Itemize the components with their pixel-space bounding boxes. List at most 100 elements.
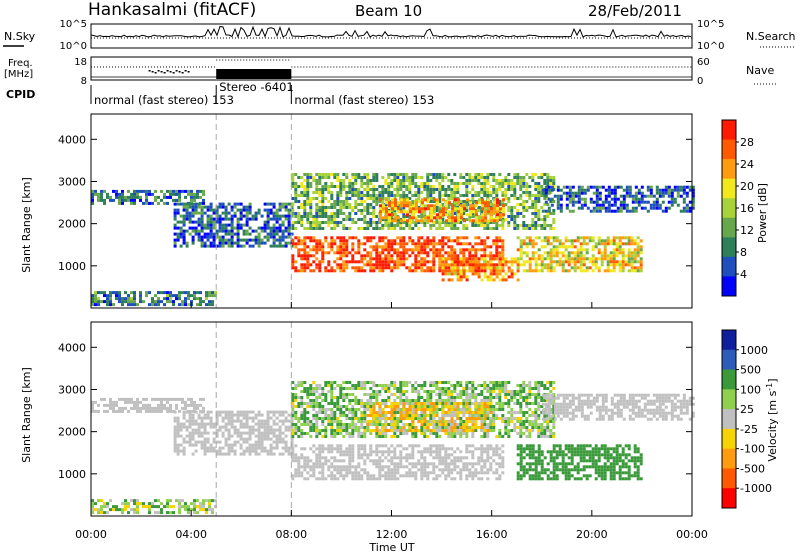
- echo-cell: [363, 236, 367, 240]
- echo-cell: [513, 206, 517, 209]
- echo-cell: [547, 206, 551, 210]
- echo-cell: [257, 235, 261, 239]
- echo-cell: [297, 215, 301, 218]
- echo-cell: [408, 474, 412, 478]
- echo-cell: [495, 251, 499, 255]
- echo-cell: [272, 419, 276, 423]
- echo-cell: [630, 260, 634, 264]
- echo-cell: [415, 198, 418, 202]
- echo-cell: [480, 191, 484, 194]
- echo-cell: [390, 444, 394, 448]
- echo-cell: [297, 236, 301, 240]
- echo-cell: [463, 207, 466, 211]
- echo-cell: [568, 191, 572, 195]
- echo-cell: [200, 244, 204, 248]
- echo-cell: [203, 241, 207, 245]
- echo-cell: [197, 428, 201, 432]
- echo-cell: [357, 269, 361, 273]
- echo-cell: [260, 419, 264, 423]
- echo-cell: [342, 453, 346, 457]
- echo-cell: [480, 188, 484, 191]
- echo-cell: [179, 235, 183, 239]
- echo-cell: [519, 182, 523, 185]
- echo-cell: [272, 214, 276, 218]
- echo-cell: [435, 206, 439, 209]
- echo-cell: [451, 210, 454, 214]
- echo-cell: [366, 185, 370, 188]
- echo-cell: [444, 224, 448, 227]
- echo-cell: [450, 224, 454, 227]
- echo-cell: [597, 269, 601, 273]
- echo-cell: [432, 245, 436, 249]
- echo-cell: [366, 221, 370, 224]
- echo-cell: [619, 203, 623, 207]
- echo-cell: [188, 434, 192, 438]
- echo-cell: [345, 468, 349, 472]
- echo-cell: [439, 216, 442, 220]
- echo-cell: [424, 207, 427, 211]
- echo-cell: [525, 173, 529, 176]
- echo-cell: [552, 221, 556, 224]
- echo-cell: [272, 440, 276, 444]
- echo-cell: [327, 468, 331, 472]
- echo-cell: [375, 453, 379, 457]
- echo-cell: [436, 216, 439, 220]
- echo-cell: [230, 214, 234, 218]
- echo-cell: [465, 209, 469, 212]
- echo-cell: [330, 426, 334, 429]
- echo-cell: [369, 402, 373, 405]
- echo-cell: [417, 260, 421, 264]
- echo-cell: [309, 426, 313, 429]
- echo-cell: [124, 400, 127, 404]
- echo-cell: [384, 242, 388, 246]
- echo-cell: [618, 242, 622, 246]
- echo-cell: [387, 390, 391, 393]
- echo-cell: [571, 197, 575, 201]
- echo-cell: [570, 245, 574, 249]
- echo-cell: [300, 396, 304, 399]
- echo-cell: [182, 220, 186, 224]
- echo-cell: [501, 260, 505, 264]
- echo-cell: [294, 414, 298, 417]
- echo-cell: [387, 266, 391, 270]
- echo-cell: [426, 450, 430, 454]
- echo-cell: [312, 399, 316, 402]
- echo-cell: [254, 449, 258, 453]
- echo-cell: [676, 194, 680, 198]
- echo-cell: [197, 431, 201, 435]
- colorbar-swatch: [722, 237, 736, 258]
- echo-cell: [415, 216, 418, 220]
- echo-cell: [291, 399, 295, 402]
- echo-cell: [357, 191, 361, 194]
- echo-cell: [351, 432, 355, 435]
- echo-cell: [471, 471, 475, 475]
- echo-cell: [91, 409, 94, 413]
- echo-cell: [682, 209, 686, 213]
- echo-cell: [354, 408, 358, 411]
- echo-cell: [278, 202, 282, 206]
- echo-cell: [379, 198, 382, 202]
- echo-cell: [224, 232, 228, 236]
- echo-cell: [426, 435, 430, 438]
- echo-cell: [456, 459, 460, 463]
- echo-cell: [275, 232, 279, 236]
- echo-cell: [567, 239, 571, 243]
- echo-cell: [486, 447, 490, 451]
- echo-cell: [393, 462, 397, 466]
- echo-cell: [291, 456, 295, 460]
- echo-cell: [423, 468, 427, 472]
- nsky-tick-high: 10^5: [60, 19, 87, 30]
- echo-cell: [424, 198, 427, 202]
- echo-cell: [297, 194, 301, 197]
- echo-cell: [459, 221, 463, 224]
- echo-cell: [420, 468, 424, 472]
- echo-cell: [173, 211, 177, 215]
- echo-cell: [369, 477, 373, 481]
- echo-cell: [480, 447, 484, 451]
- echo-cell: [471, 272, 475, 276]
- echo-cell: [287, 226, 291, 230]
- echo-cell: [318, 384, 322, 387]
- echo-cell: [306, 173, 310, 176]
- echo-cell: [97, 297, 100, 301]
- echo-cell: [432, 200, 436, 203]
